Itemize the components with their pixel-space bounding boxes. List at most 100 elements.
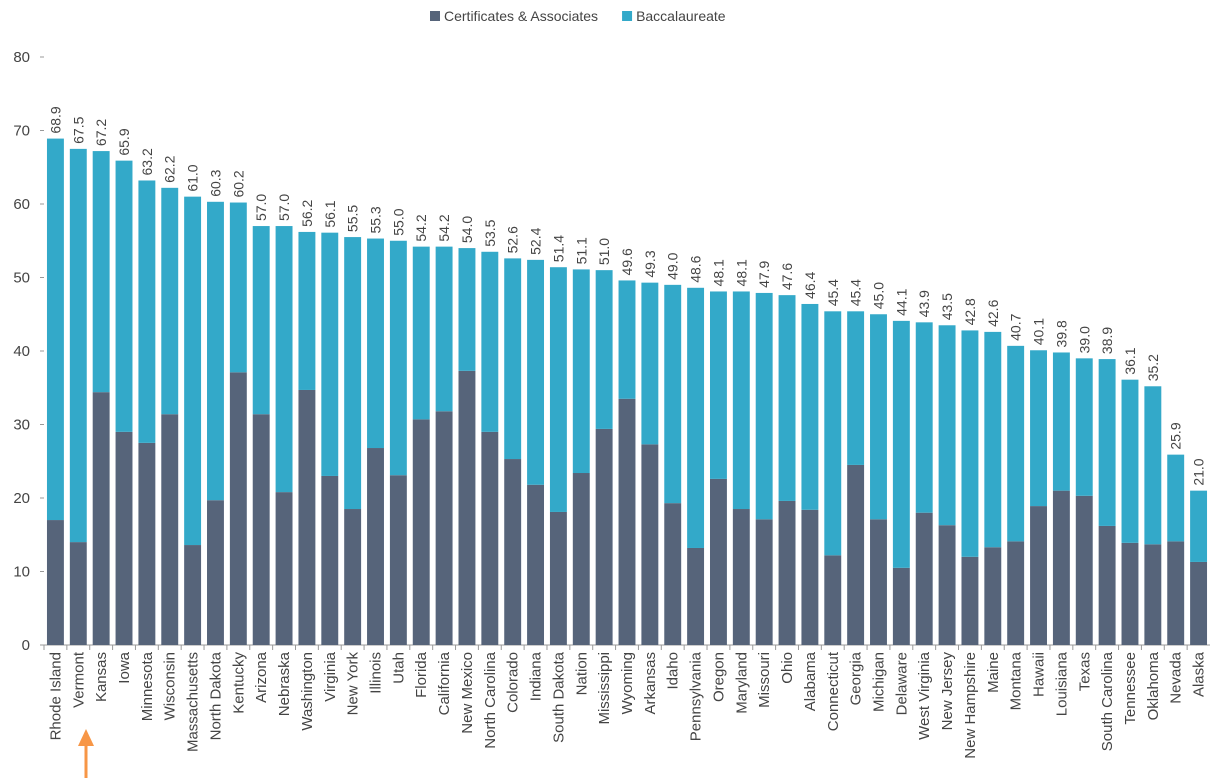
value-label: 45.4 <box>848 279 864 306</box>
bar-segment <box>1007 345 1025 542</box>
bar-segment <box>709 478 727 645</box>
bar-segment <box>458 370 476 645</box>
y-tick-label: 80 <box>13 49 30 66</box>
x-tick-label: Kansas <box>93 652 110 702</box>
value-label: 62.2 <box>162 155 178 182</box>
bar-segment <box>344 237 362 510</box>
value-label: 42.6 <box>985 299 1001 326</box>
bar-segment <box>915 512 933 645</box>
bar-segment <box>458 248 476 371</box>
value-label: 54.2 <box>413 214 429 241</box>
bar-segment <box>641 444 659 645</box>
x-tick-label: Maryland <box>733 652 750 714</box>
value-label: 39.8 <box>1053 320 1069 347</box>
x-tick-label: New York <box>345 652 362 716</box>
bar-segment <box>618 398 636 645</box>
bar-segment <box>367 448 384 645</box>
x-tick-label: North Dakota <box>207 651 224 740</box>
bar-segment <box>1190 490 1208 562</box>
bar-segment <box>1144 544 1162 645</box>
bar-segment <box>115 431 133 645</box>
x-tick-label: Montana <box>1008 651 1025 710</box>
bar-segment <box>618 280 636 399</box>
x-tick-label: Georgia <box>848 651 865 705</box>
value-label: 51.1 <box>573 237 589 264</box>
bar-segment <box>938 325 956 526</box>
bar-segment <box>549 511 567 645</box>
bar-segment <box>824 311 842 556</box>
bar-segment <box>1190 561 1208 645</box>
x-tick-label: North Carolina <box>482 651 499 748</box>
x-tick-label: New Hampshire <box>962 652 979 759</box>
bar-segment <box>1098 525 1116 645</box>
bar-segment <box>1030 506 1047 645</box>
bar-segment <box>778 500 796 645</box>
bar-segment <box>435 246 453 412</box>
bar-segment <box>344 509 362 645</box>
value-label: 52.6 <box>505 226 521 253</box>
y-tick-label: 30 <box>13 417 30 434</box>
value-label: 55.0 <box>390 208 406 235</box>
x-tick-label: Washington <box>299 652 316 731</box>
value-label: 43.9 <box>916 290 932 317</box>
bar-segment <box>847 464 865 645</box>
highlight-arrow <box>78 729 94 778</box>
y-tick-label: 20 <box>13 490 30 507</box>
value-label: 55.5 <box>345 205 361 232</box>
bar-segment <box>595 428 613 645</box>
bar-segment <box>298 389 316 645</box>
bar-segment <box>138 180 156 443</box>
y-tick-label: 60 <box>13 196 30 213</box>
bar-segment <box>1144 386 1162 545</box>
bar-segment <box>252 226 270 415</box>
x-tick-label: Nebraska <box>276 651 293 716</box>
bar-segment <box>207 500 224 645</box>
x-tick-label: West Virginia <box>916 651 933 739</box>
value-label: 67.5 <box>70 116 86 143</box>
value-label: 46.4 <box>802 271 818 298</box>
bar-segment <box>46 520 64 645</box>
bar-segment <box>389 475 407 645</box>
value-label: 51.0 <box>596 238 612 265</box>
x-tick-label: Virginia <box>322 651 339 701</box>
x-tick-label: Rhode Island <box>47 652 64 740</box>
value-label: 35.2 <box>1145 354 1161 381</box>
x-tick-label: Minnesota <box>139 651 156 721</box>
bar-segment <box>229 202 247 373</box>
value-label: 48.1 <box>733 259 749 286</box>
bar-segment <box>275 226 293 493</box>
y-tick-label: 0 <box>22 637 30 654</box>
value-label: 48.1 <box>710 259 726 286</box>
x-tick-label: Utah <box>390 652 407 684</box>
bar-segment <box>709 291 727 479</box>
bar-segment <box>664 284 682 504</box>
x-tick-label: Iowa <box>116 651 133 683</box>
bar-segment <box>732 509 750 645</box>
bar-segment <box>252 414 270 645</box>
bar-segment <box>595 270 613 429</box>
value-label: 42.8 <box>962 298 978 325</box>
bar-segment <box>321 232 339 476</box>
bar-segment <box>504 258 522 460</box>
bar-segment <box>115 160 133 432</box>
bar-segment <box>687 287 705 548</box>
bar-segment <box>1098 359 1116 526</box>
bar-segment <box>801 509 819 645</box>
x-tick-label: South Dakota <box>550 651 567 743</box>
bar-segment <box>687 547 705 645</box>
bar-segment <box>92 392 110 645</box>
bar-segment <box>1052 352 1070 491</box>
bar-segment <box>664 503 682 645</box>
x-tick-label: Pennsylvania <box>688 651 705 741</box>
x-tick-label: Arkansas <box>642 652 659 715</box>
value-label: 39.0 <box>1076 326 1092 353</box>
x-tick-label: Alabama <box>802 651 819 711</box>
bar-segment <box>1052 490 1070 645</box>
x-tick-label: Oklahoma <box>1145 651 1162 720</box>
bar-segment <box>641 282 659 445</box>
x-tick-label: Missouri <box>756 652 773 708</box>
y-tick-label: 40 <box>13 343 30 360</box>
x-tick-label: Delaware <box>893 652 910 715</box>
